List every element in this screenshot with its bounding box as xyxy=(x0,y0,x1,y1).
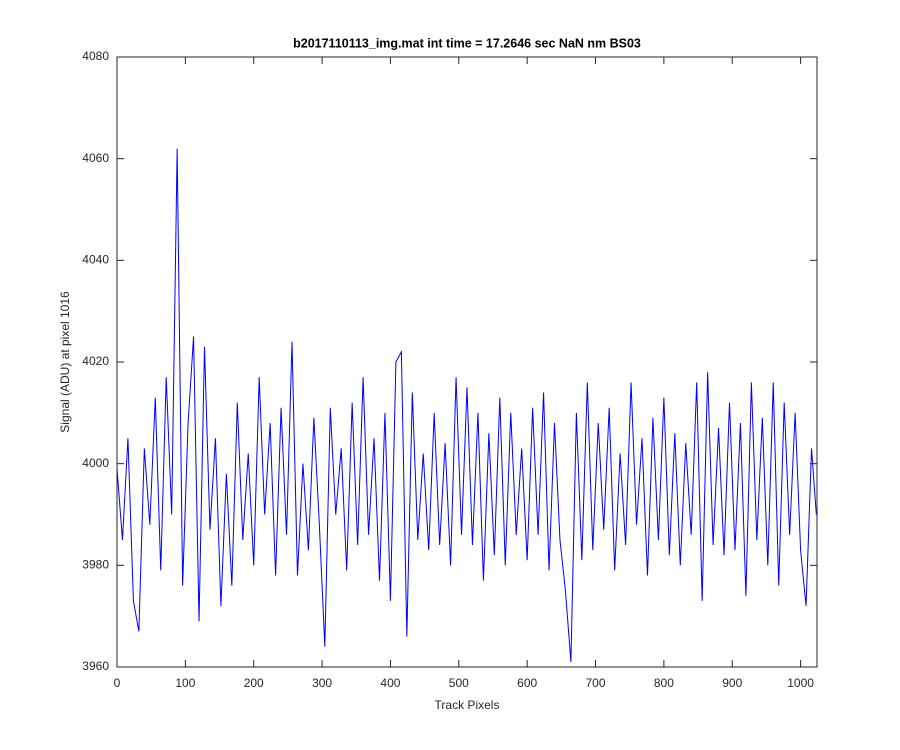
y-axis-label: Signal (ADU) at pixel 1016 xyxy=(58,291,72,433)
y-tick-label: 4060 xyxy=(82,151,109,165)
x-tick-label: 800 xyxy=(654,676,674,690)
x-tick-label: 0 xyxy=(114,676,121,690)
x-tick-label: 400 xyxy=(380,676,400,690)
x-tick-label: 500 xyxy=(449,676,469,690)
x-tick-label: 700 xyxy=(586,676,606,690)
x-tick-label: 200 xyxy=(244,676,264,690)
x-tick-label: 600 xyxy=(517,676,537,690)
plot-box xyxy=(116,56,818,668)
chart-title: b2017110113_img.mat int time = 17.2646 s… xyxy=(293,36,641,50)
x-axis-label: Track Pixels xyxy=(435,698,500,712)
y-tick-label: 4000 xyxy=(82,456,109,470)
y-tick-label: 4020 xyxy=(82,354,109,368)
x-tick-label: 100 xyxy=(175,676,195,690)
y-tick-label: 3960 xyxy=(82,659,109,673)
y-tick-label: 4080 xyxy=(82,49,109,63)
data-line xyxy=(116,148,817,662)
x-tick-label: 300 xyxy=(312,676,332,690)
y-tick-label: 4040 xyxy=(82,253,109,267)
x-tick-label: 900 xyxy=(722,676,742,690)
y-tick-label: 3980 xyxy=(82,558,109,572)
x-tick-label: 1000 xyxy=(787,676,814,690)
